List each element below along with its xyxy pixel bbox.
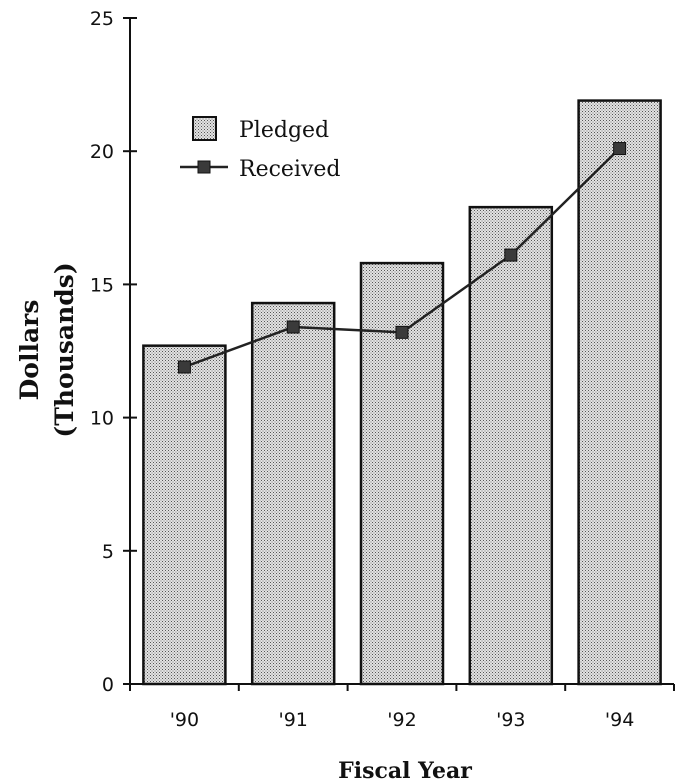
x-axis-title-text: Fiscal Year — [338, 758, 472, 780]
legend-received-label: Received — [239, 157, 341, 182]
x-tick-label: '92 — [387, 709, 416, 731]
bars — [142, 99, 662, 686]
x-tick-label: '90 — [170, 709, 199, 731]
x-axis-title: Fiscal Year — [338, 758, 472, 780]
y-tick-label: 5 — [102, 541, 114, 563]
x-tick-label: '93 — [496, 709, 525, 731]
y-tick-label: 0 — [102, 674, 114, 696]
legend-pledged-swatch — [192, 116, 217, 141]
received-point — [395, 325, 409, 339]
received-point — [504, 248, 518, 262]
y-tick-label: 15 — [90, 274, 114, 296]
pledged-bar — [468, 205, 554, 686]
received-point — [286, 320, 300, 334]
pledged-bar — [250, 301, 336, 686]
y-axis-title-line-2: (Thousands) — [50, 262, 79, 437]
pledged-bar — [142, 344, 227, 686]
y-tick-label: 25 — [90, 8, 114, 30]
legend: Pledged Received — [180, 116, 341, 182]
y-axis-title-line-1: Dollars — [15, 300, 44, 401]
pledged-bar — [577, 99, 662, 686]
received-line-series — [177, 142, 627, 374]
y-axis-title: Dollars (Thousands) — [15, 262, 79, 437]
axes: 0 5 10 15 20 25 '90 '91 '92 '93 '94 — [90, 8, 675, 731]
x-tick-label: '91 — [278, 709, 307, 731]
received-point — [177, 360, 191, 374]
legend-received-marker — [197, 160, 211, 174]
received-point — [613, 142, 627, 156]
legend-pledged-label: Pledged — [239, 118, 329, 143]
y-tick-label: 20 — [90, 141, 114, 163]
y-tick-label: 10 — [90, 408, 114, 430]
x-tick-label: '94 — [605, 709, 634, 731]
